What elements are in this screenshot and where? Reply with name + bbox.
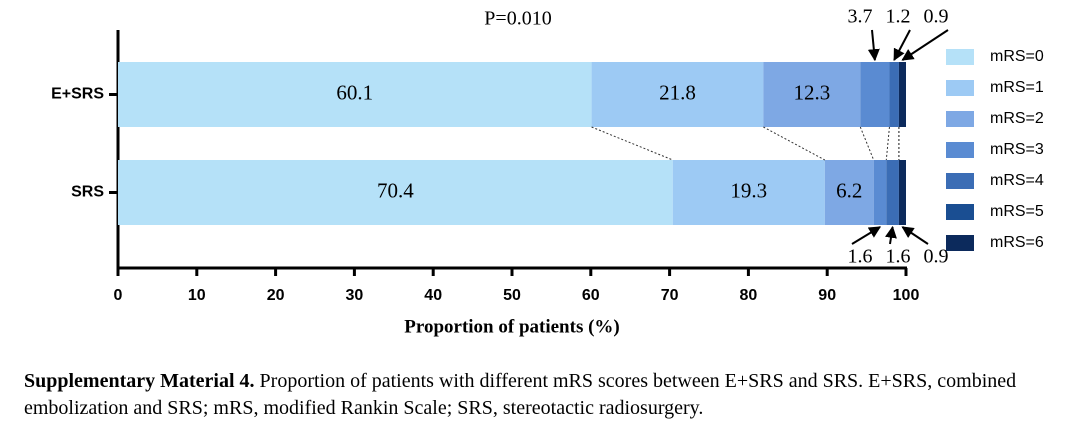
x-tick-label: 90 <box>818 287 836 304</box>
legend-label: mRS=0 <box>990 48 1044 65</box>
bar-segment <box>118 62 592 127</box>
legend-swatch <box>946 235 974 251</box>
y-tick-label: E+SRS <box>51 86 104 103</box>
connector <box>591 126 673 161</box>
label-arrow <box>851 226 882 245</box>
x-axis-title: Proportion of patients (%) <box>404 316 620 337</box>
legend-label: mRS=6 <box>990 234 1044 251</box>
connector <box>885 126 890 161</box>
value-label: 6.2 <box>836 178 862 202</box>
bar-segment <box>824 160 874 225</box>
x-tick-label: 0 <box>114 287 123 304</box>
label-arrow <box>901 226 929 245</box>
caption-text: Proportion of patients with different mR… <box>24 370 1017 419</box>
x-tick-label: 30 <box>346 287 364 304</box>
legend-swatch <box>946 204 974 220</box>
legend-label: mRS=3 <box>990 141 1044 158</box>
value-label: 0.9 <box>924 6 949 28</box>
bar-segment <box>860 62 890 127</box>
chart: P=0.010 Proportion of patients (%) 0 10 20… <box>51 6 1044 338</box>
value-label: 60.1 <box>336 80 373 104</box>
bar-segment <box>886 160 899 225</box>
label-arrow <box>867 29 880 62</box>
x-tick-label: 40 <box>424 287 442 304</box>
value-label: 3.7 <box>848 6 873 28</box>
bar-segment <box>591 62 764 127</box>
legend-swatch <box>946 111 974 127</box>
legend-label: mRS=1 <box>990 79 1044 96</box>
legend-label: mRS=2 <box>990 110 1044 127</box>
x-tick-label: 100 <box>893 287 920 304</box>
label-arrow <box>885 225 897 245</box>
x-tick-label: 80 <box>740 287 758 304</box>
legend-swatch <box>946 173 974 189</box>
legend-swatch <box>946 80 974 96</box>
value-label: 19.3 <box>730 178 767 202</box>
value-label: 1.6 <box>848 246 873 268</box>
y-tick-label: SRS <box>71 184 104 201</box>
bar-segment <box>898 62 906 127</box>
value-label: 21.8 <box>659 80 696 104</box>
x-tick-label: 70 <box>661 287 679 304</box>
legend-swatch <box>946 142 974 158</box>
x-tick-label: 50 <box>503 287 521 304</box>
caption: Supplementary Material 4. Proportion of … <box>24 368 1064 422</box>
value-label: 0.9 <box>924 246 949 268</box>
bar-segment <box>873 160 887 225</box>
bar-segment <box>763 62 861 127</box>
connector <box>763 126 826 161</box>
x-tick-label: 10 <box>188 287 206 304</box>
bar-segment <box>118 160 673 225</box>
legend-label: mRS=5 <box>990 203 1044 220</box>
bar-segment <box>898 160 906 225</box>
value-label: 12.3 <box>793 80 830 104</box>
bar-segment <box>672 160 825 225</box>
caption-label: Supplementary Material 4. <box>24 370 255 392</box>
value-label: 70.4 <box>377 178 414 202</box>
x-tick-label: 60 <box>582 287 600 304</box>
value-label: 1.2 <box>886 6 911 28</box>
label-arrow <box>901 29 949 61</box>
label-arrow <box>893 29 911 62</box>
connector <box>859 126 875 161</box>
legend-label: mRS=4 <box>990 172 1044 189</box>
p-value: P=0.010 <box>484 8 551 30</box>
x-tick-label: 20 <box>267 287 285 304</box>
legend-swatch <box>946 49 974 65</box>
value-label: 1.6 <box>886 246 911 268</box>
bar-segment <box>889 62 899 127</box>
